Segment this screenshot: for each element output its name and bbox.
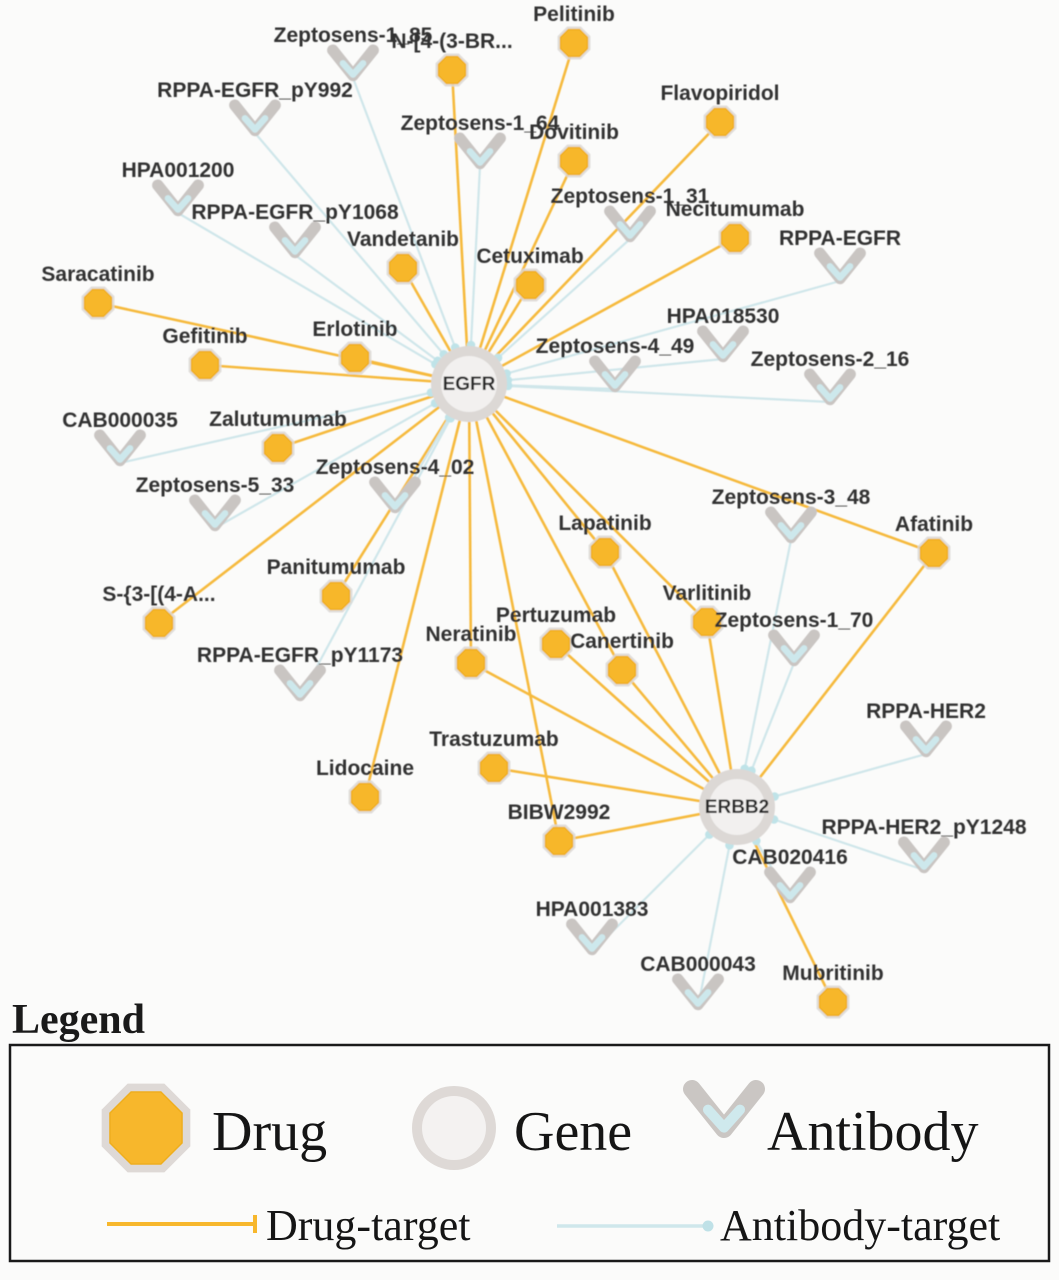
svg-text:Vandetanib: Vandetanib	[347, 228, 459, 251]
svg-text:Gefitinib: Gefitinib	[162, 325, 247, 348]
svg-text:Zeptosens-3_48: Zeptosens-3_48	[712, 486, 871, 509]
svg-text:Zeptosens-4_49: Zeptosens-4_49	[536, 335, 695, 358]
svg-text:Pelitinib: Pelitinib	[533, 3, 615, 26]
svg-text:HPA001200: HPA001200	[122, 159, 235, 182]
svg-text:Zeptosens-5_33: Zeptosens-5_33	[136, 474, 295, 497]
svg-text:Zeptosens-1_64: Zeptosens-1_64	[401, 112, 560, 135]
svg-text:Saracatinib: Saracatinib	[41, 263, 154, 286]
svg-text:Zeptosens-2_16: Zeptosens-2_16	[751, 348, 910, 371]
svg-text:Antibody-target: Antibody-target	[720, 1201, 1000, 1250]
svg-text:Zeptosens-4_02: Zeptosens-4_02	[316, 456, 475, 479]
svg-text:Lidocaine: Lidocaine	[316, 757, 414, 780]
svg-text:Erlotinib: Erlotinib	[312, 318, 397, 341]
svg-text:S-{3-[(4-A...: S-{3-[(4-A...	[102, 583, 215, 606]
svg-text:Cetuximab: Cetuximab	[476, 245, 583, 268]
svg-text:CAB000035: CAB000035	[62, 409, 178, 432]
svg-text:Trastuzumab: Trastuzumab	[429, 728, 559, 751]
svg-text:CAB020416: CAB020416	[732, 846, 848, 869]
svg-text:Mubritinib: Mubritinib	[782, 962, 883, 985]
svg-text:Afatinib: Afatinib	[895, 513, 973, 536]
svg-text:Legend: Legend	[12, 997, 145, 1043]
svg-text:Gene: Gene	[514, 1101, 632, 1163]
svg-text:HPA001383: HPA001383	[536, 898, 649, 921]
svg-text:Panitumumab: Panitumumab	[267, 556, 406, 579]
svg-text:Lapatinib: Lapatinib	[558, 512, 651, 535]
svg-text:HPA018530: HPA018530	[667, 305, 780, 328]
svg-text:Zeptosens-1_85: Zeptosens-1_85	[274, 24, 433, 47]
svg-text:BIBW2992: BIBW2992	[508, 801, 611, 824]
svg-text:Neratinib: Neratinib	[425, 623, 516, 646]
svg-text:RPPA-EGFR: RPPA-EGFR	[779, 227, 901, 250]
svg-text:Zeptosens-1_31: Zeptosens-1_31	[551, 185, 710, 208]
svg-text:EGFR: EGFR	[443, 374, 496, 395]
svg-text:RPPA-EGFR_pY992: RPPA-EGFR_pY992	[157, 79, 353, 102]
svg-text:Antibody: Antibody	[767, 1101, 979, 1163]
svg-text:RPPA-EGFR_pY1068: RPPA-EGFR_pY1068	[191, 201, 399, 224]
svg-text:Drug-target: Drug-target	[266, 1201, 470, 1250]
svg-text:Varlitinib: Varlitinib	[663, 582, 752, 605]
svg-text:Zalutumumab: Zalutumumab	[209, 408, 347, 431]
svg-text:RPPA-EGFR_pY1173: RPPA-EGFR_pY1173	[197, 644, 403, 667]
svg-text:Drug: Drug	[212, 1101, 327, 1163]
svg-text:RPPA-HER2_pY1248: RPPA-HER2_pY1248	[821, 816, 1026, 839]
svg-text:ERBB2: ERBB2	[705, 797, 769, 818]
svg-text:Canertinib: Canertinib	[570, 630, 674, 653]
svg-text:Flavopiridol: Flavopiridol	[660, 82, 779, 105]
svg-text:Zeptosens-1_70: Zeptosens-1_70	[715, 609, 874, 632]
svg-text:CAB000043: CAB000043	[640, 953, 756, 976]
svg-text:RPPA-HER2: RPPA-HER2	[866, 700, 986, 723]
